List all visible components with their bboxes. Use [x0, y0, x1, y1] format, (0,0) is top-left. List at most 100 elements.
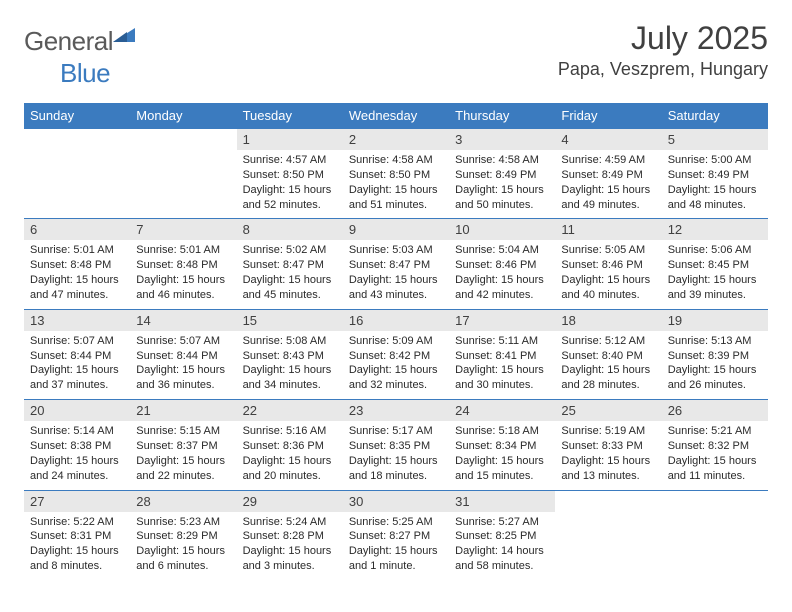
- daylight-line: Daylight: 15 hours and 1 minute.: [349, 544, 443, 574]
- daylight-line: Daylight: 15 hours and 22 minutes.: [136, 454, 230, 484]
- calendar-cell: 19Sunrise: 5:13 AMSunset: 8:39 PMDayligh…: [662, 309, 768, 399]
- day-number: 5: [662, 129, 768, 150]
- sunrise-line: Sunrise: 4:59 AM: [561, 153, 655, 168]
- daylight-line: Daylight: 15 hours and 46 minutes.: [136, 273, 230, 303]
- sunrise-line: Sunrise: 5:18 AM: [455, 424, 549, 439]
- sunset-line: Sunset: 8:25 PM: [455, 529, 549, 544]
- daylight-line: Daylight: 15 hours and 48 minutes.: [668, 183, 762, 213]
- calendar-cell: 21Sunrise: 5:15 AMSunset: 8:37 PMDayligh…: [130, 400, 236, 490]
- sunset-line: Sunset: 8:44 PM: [136, 349, 230, 364]
- day-body: Sunrise: 5:01 AMSunset: 8:48 PMDaylight:…: [130, 240, 236, 308]
- day-body: Sunrise: 5:27 AMSunset: 8:25 PMDaylight:…: [449, 512, 555, 580]
- daylight-line: Daylight: 15 hours and 24 minutes.: [30, 454, 124, 484]
- calendar-cell: 6Sunrise: 5:01 AMSunset: 8:48 PMDaylight…: [24, 219, 130, 309]
- day-number: 30: [343, 491, 449, 512]
- sunset-line: Sunset: 8:28 PM: [243, 529, 337, 544]
- sunrise-line: Sunrise: 5:23 AM: [136, 515, 230, 530]
- sunrise-line: Sunrise: 5:11 AM: [455, 334, 549, 349]
- dayheader-fri: Friday: [555, 103, 661, 129]
- calendar-cell: 16Sunrise: 5:09 AMSunset: 8:42 PMDayligh…: [343, 309, 449, 399]
- calendar-cell: 30Sunrise: 5:25 AMSunset: 8:27 PMDayligh…: [343, 490, 449, 580]
- calendar-row: 13Sunrise: 5:07 AMSunset: 8:44 PMDayligh…: [24, 309, 768, 399]
- day-number: 31: [449, 491, 555, 512]
- sunrise-line: Sunrise: 5:02 AM: [243, 243, 337, 258]
- calendar-cell: 28Sunrise: 5:23 AMSunset: 8:29 PMDayligh…: [130, 490, 236, 580]
- logo: General: [24, 20, 137, 57]
- calendar-cell: 29Sunrise: 5:24 AMSunset: 8:28 PMDayligh…: [237, 490, 343, 580]
- sunset-line: Sunset: 8:39 PM: [668, 349, 762, 364]
- day-body: Sunrise: 5:09 AMSunset: 8:42 PMDaylight:…: [343, 331, 449, 399]
- day-body: Sunrise: 5:01 AMSunset: 8:48 PMDaylight:…: [24, 240, 130, 308]
- day-number: 22: [237, 400, 343, 421]
- day-number: 13: [24, 310, 130, 331]
- calendar-row: 20Sunrise: 5:14 AMSunset: 8:38 PMDayligh…: [24, 400, 768, 490]
- sunset-line: Sunset: 8:47 PM: [243, 258, 337, 273]
- day-number: 4: [555, 129, 661, 150]
- daylight-line: Daylight: 15 hours and 39 minutes.: [668, 273, 762, 303]
- day-number: 7: [130, 219, 236, 240]
- daylight-line: Daylight: 15 hours and 45 minutes.: [243, 273, 337, 303]
- sunrise-line: Sunrise: 4:58 AM: [455, 153, 549, 168]
- day-number: 12: [662, 219, 768, 240]
- sunrise-line: Sunrise: 5:27 AM: [455, 515, 549, 530]
- sunrise-line: Sunrise: 5:04 AM: [455, 243, 549, 258]
- sunrise-line: Sunrise: 4:57 AM: [243, 153, 337, 168]
- daylight-line: Daylight: 15 hours and 37 minutes.: [30, 363, 124, 393]
- sunset-line: Sunset: 8:43 PM: [243, 349, 337, 364]
- calendar-cell: 10Sunrise: 5:04 AMSunset: 8:46 PMDayligh…: [449, 219, 555, 309]
- calendar-body: 1Sunrise: 4:57 AMSunset: 8:50 PMDaylight…: [24, 129, 768, 580]
- sunrise-line: Sunrise: 5:25 AM: [349, 515, 443, 530]
- calendar-cell: [555, 490, 661, 580]
- sunset-line: Sunset: 8:38 PM: [30, 439, 124, 454]
- daylight-line: Daylight: 15 hours and 42 minutes.: [455, 273, 549, 303]
- calendar-table: Sunday Monday Tuesday Wednesday Thursday…: [24, 103, 768, 580]
- calendar-cell: [662, 490, 768, 580]
- dayheader-sat: Saturday: [662, 103, 768, 129]
- day-number: 15: [237, 310, 343, 331]
- calendar-row: 1Sunrise: 4:57 AMSunset: 8:50 PMDaylight…: [24, 129, 768, 219]
- sunset-line: Sunset: 8:37 PM: [136, 439, 230, 454]
- day-body: Sunrise: 5:07 AMSunset: 8:44 PMDaylight:…: [24, 331, 130, 399]
- logo-text-blue: Blue: [60, 58, 110, 89]
- sunset-line: Sunset: 8:45 PM: [668, 258, 762, 273]
- day-body: Sunrise: 4:57 AMSunset: 8:50 PMDaylight:…: [237, 150, 343, 218]
- sunset-line: Sunset: 8:46 PM: [561, 258, 655, 273]
- day-body: Sunrise: 5:21 AMSunset: 8:32 PMDaylight:…: [662, 421, 768, 489]
- calendar-cell: 8Sunrise: 5:02 AMSunset: 8:47 PMDaylight…: [237, 219, 343, 309]
- day-body: Sunrise: 5:14 AMSunset: 8:38 PMDaylight:…: [24, 421, 130, 489]
- calendar-cell: 9Sunrise: 5:03 AMSunset: 8:47 PMDaylight…: [343, 219, 449, 309]
- sunrise-line: Sunrise: 5:03 AM: [349, 243, 443, 258]
- calendar-cell: 27Sunrise: 5:22 AMSunset: 8:31 PMDayligh…: [24, 490, 130, 580]
- day-body: Sunrise: 5:05 AMSunset: 8:46 PMDaylight:…: [555, 240, 661, 308]
- calendar-cell: 11Sunrise: 5:05 AMSunset: 8:46 PMDayligh…: [555, 219, 661, 309]
- calendar-cell: 24Sunrise: 5:18 AMSunset: 8:34 PMDayligh…: [449, 400, 555, 490]
- calendar-cell: 31Sunrise: 5:27 AMSunset: 8:25 PMDayligh…: [449, 490, 555, 580]
- day-number: 1: [237, 129, 343, 150]
- dayheader-mon: Monday: [130, 103, 236, 129]
- day-number: 10: [449, 219, 555, 240]
- sunset-line: Sunset: 8:40 PM: [561, 349, 655, 364]
- day-number: 28: [130, 491, 236, 512]
- calendar-cell: 4Sunrise: 4:59 AMSunset: 8:49 PMDaylight…: [555, 129, 661, 219]
- dayheader-thu: Thursday: [449, 103, 555, 129]
- sunrise-line: Sunrise: 5:15 AM: [136, 424, 230, 439]
- daylight-line: Daylight: 15 hours and 40 minutes.: [561, 273, 655, 303]
- daylight-line: Daylight: 15 hours and 18 minutes.: [349, 454, 443, 484]
- day-body: Sunrise: 5:07 AMSunset: 8:44 PMDaylight:…: [130, 331, 236, 399]
- calendar-cell: 14Sunrise: 5:07 AMSunset: 8:44 PMDayligh…: [130, 309, 236, 399]
- daylight-line: Daylight: 15 hours and 52 minutes.: [243, 183, 337, 213]
- dayheader-wed: Wednesday: [343, 103, 449, 129]
- logo-triangle-icon: [113, 26, 135, 47]
- day-body: Sunrise: 4:58 AMSunset: 8:49 PMDaylight:…: [449, 150, 555, 218]
- daylight-line: Daylight: 15 hours and 50 minutes.: [455, 183, 549, 213]
- sunset-line: Sunset: 8:50 PM: [349, 168, 443, 183]
- day-number: 27: [24, 491, 130, 512]
- day-number: 25: [555, 400, 661, 421]
- day-body: Sunrise: 5:19 AMSunset: 8:33 PMDaylight:…: [555, 421, 661, 489]
- sunrise-line: Sunrise: 5:22 AM: [30, 515, 124, 530]
- day-body: Sunrise: 5:12 AMSunset: 8:40 PMDaylight:…: [555, 331, 661, 399]
- sunrise-line: Sunrise: 5:00 AM: [668, 153, 762, 168]
- logo-text-general: General: [24, 26, 113, 57]
- day-body: Sunrise: 5:24 AMSunset: 8:28 PMDaylight:…: [237, 512, 343, 580]
- day-number: 2: [343, 129, 449, 150]
